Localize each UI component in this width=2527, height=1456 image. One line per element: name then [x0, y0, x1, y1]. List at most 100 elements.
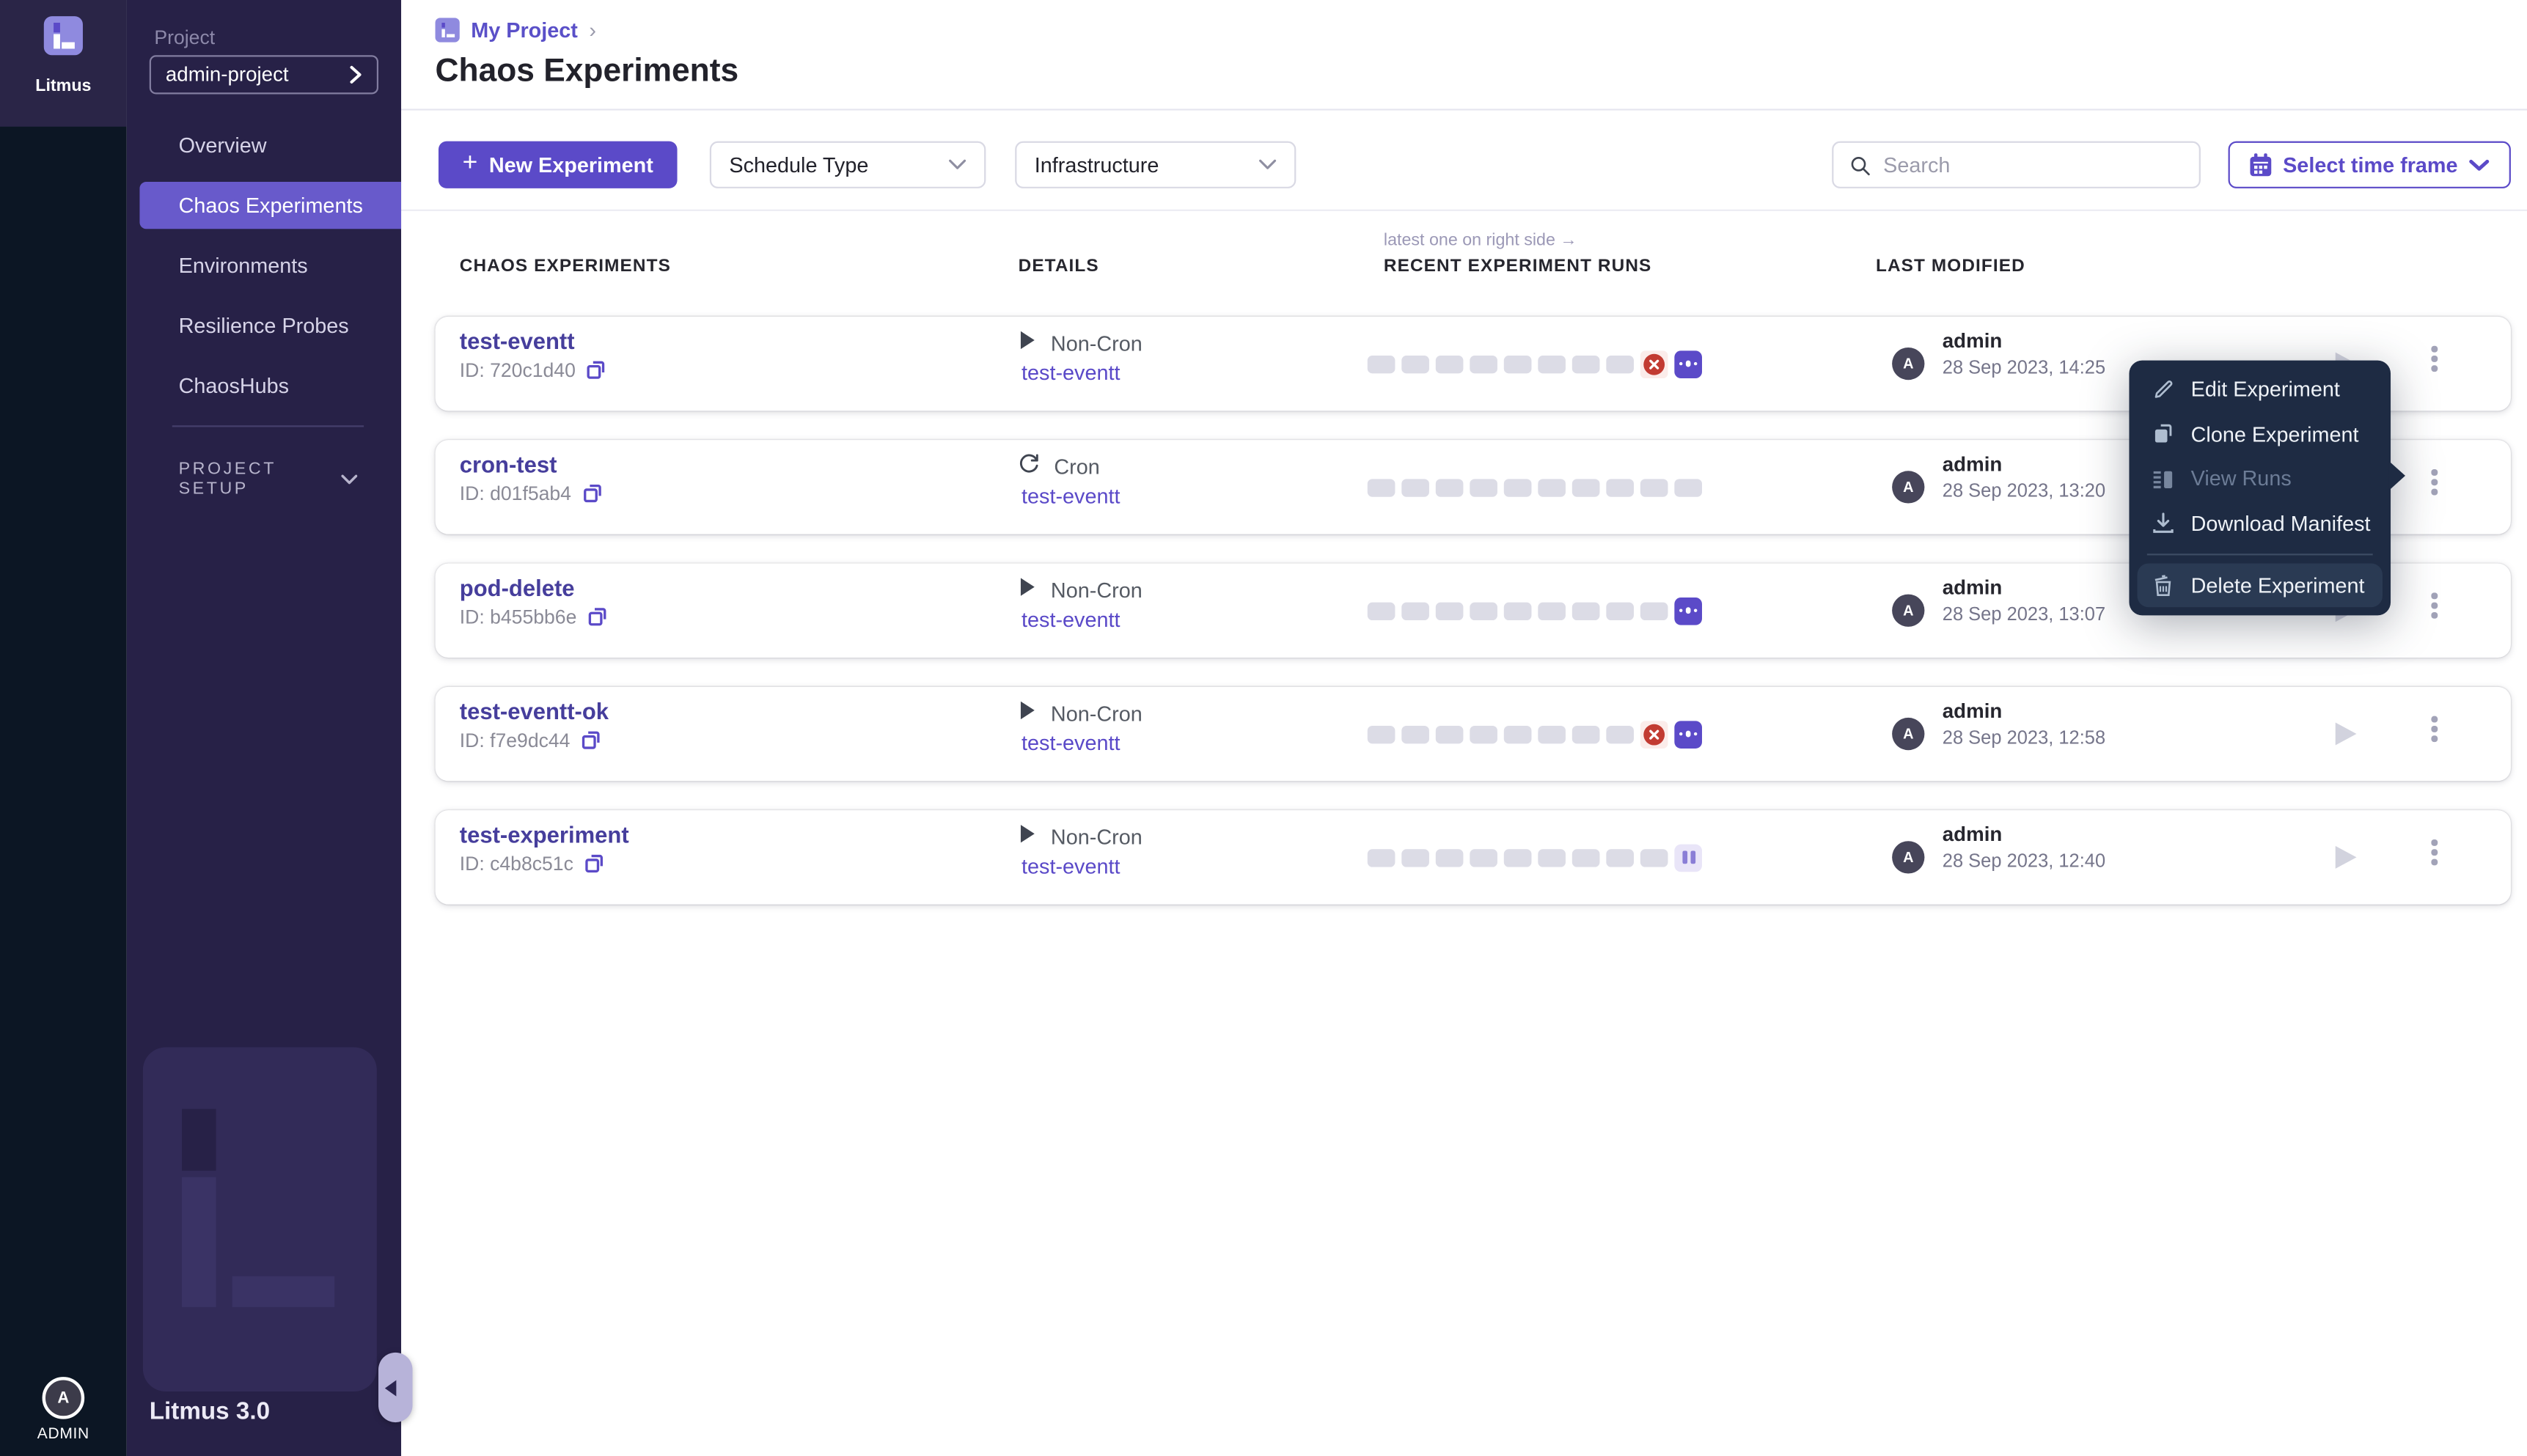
project-select[interactable]: admin-project — [149, 55, 379, 95]
run-empty — [1571, 354, 1600, 373]
runs-icon — [2150, 467, 2174, 490]
new-experiment-button[interactable]: + New Experiment — [438, 141, 678, 188]
infrastructure-link[interactable]: test-eventt — [1022, 483, 1121, 509]
run-empty — [1538, 848, 1566, 867]
run-empty — [1435, 354, 1464, 373]
infrastructure-select[interactable]: Infrastructure — [1015, 141, 1296, 188]
row-context-menu: Edit Experiment Clone Experiment View Ru… — [2129, 360, 2405, 616]
play-icon — [1019, 823, 1036, 849]
experiment-name[interactable]: test-eventt-ok — [459, 698, 609, 724]
user-label: ADMIN — [37, 1425, 89, 1444]
menu-item-clone-experiment[interactable]: Clone Experiment — [2129, 411, 2391, 456]
run-empty — [1640, 601, 1668, 619]
menu-item-download-manifest[interactable]: Download Manifest — [2129, 501, 2391, 545]
copy-icon[interactable] — [582, 484, 602, 504]
chevron-down-icon — [340, 474, 357, 484]
modified-date: 28 Sep 2023, 12:58 — [1942, 729, 2106, 749]
modified-by: admin — [1942, 329, 2003, 353]
breadcrumb-link[interactable]: My Project — [471, 18, 578, 43]
experiment-name[interactable]: pod-delete — [459, 575, 575, 601]
experiment-name[interactable]: cron-test — [459, 451, 557, 478]
run-empty — [1435, 724, 1464, 743]
run-empty — [1538, 601, 1566, 619]
user-avatar[interactable]: A — [42, 1377, 85, 1419]
experiment-name[interactable]: test-experiment — [459, 821, 629, 848]
run-empty — [1503, 601, 1532, 619]
column-header-runs: RECENT EXPERIMENT RUNS — [1383, 256, 1652, 276]
run-empty — [1401, 478, 1429, 496]
litmus-watermark — [142, 1047, 377, 1391]
modified-by: admin — [1942, 699, 2003, 723]
sidebar-item-chaoshubs[interactable]: ChaosHubs — [178, 373, 290, 398]
schedule-type-select[interactable]: Schedule Type — [709, 141, 986, 188]
menu-item-edit-experiment[interactable]: Edit Experiment — [2129, 367, 2391, 412]
experiment-name[interactable]: test-eventt — [459, 328, 575, 354]
page-title: Chaos Experiments — [435, 54, 739, 89]
run-empty — [1640, 478, 1668, 496]
copy-icon[interactable] — [584, 854, 604, 874]
play-icon — [1019, 576, 1036, 602]
row-menu-button[interactable] — [2428, 466, 2440, 498]
run-running[interactable] — [1674, 350, 1703, 378]
time-frame-button[interactable]: Select time frame — [2228, 141, 2511, 188]
recent-runs-strip — [1367, 810, 1703, 904]
experiment-id: ID: d01f5ab4 — [460, 482, 602, 505]
run-empty — [1401, 724, 1429, 743]
breadcrumb: My Project › — [435, 18, 597, 43]
schedule-type: Non-Cron — [1019, 330, 1143, 356]
run-paused[interactable] — [1674, 843, 1703, 872]
collapse-left-icon — [384, 1379, 397, 1396]
run-running[interactable] — [1674, 596, 1703, 625]
search-input[interactable] — [1883, 152, 2183, 177]
column-header-details: DETAILS — [1018, 256, 1099, 276]
infrastructure-link[interactable]: test-eventt — [1022, 360, 1121, 385]
row-menu-button[interactable] — [2428, 837, 2440, 868]
infrastructure-link[interactable]: test-eventt — [1022, 607, 1121, 632]
sidebar-item-resilience-probes[interactable]: Resilience Probes — [178, 313, 349, 338]
run-empty — [1401, 848, 1429, 867]
recent-runs-strip — [1367, 440, 1703, 534]
breadcrumb-chevron: › — [589, 18, 597, 43]
run-experiment-button[interactable] — [2332, 719, 2361, 749]
project-select-value: admin-project — [165, 63, 289, 87]
run-empty — [1538, 724, 1566, 743]
run-experiment-button[interactable] — [2332, 842, 2361, 872]
schedule-type: Non-Cron — [1019, 823, 1143, 849]
run-empty — [1367, 848, 1395, 867]
experiment-id: ID: b455bb6e — [460, 606, 608, 628]
experiment-id: ID: 720c1d40 — [460, 359, 606, 381]
modified-date: 28 Sep 2023, 13:20 — [1942, 482, 2106, 502]
row-menu-button[interactable] — [2428, 342, 2440, 374]
infrastructure-link[interactable]: test-eventt — [1022, 853, 1121, 879]
row-menu-button[interactable] — [2428, 589, 2440, 621]
run-empty — [1435, 478, 1464, 496]
run-empty — [1606, 601, 1634, 619]
brand-tile[interactable]: Litmus — [0, 0, 127, 127]
sidebar-collapse-button[interactable] — [378, 1352, 413, 1423]
run-empty — [1606, 478, 1634, 496]
infrastructure-link[interactable]: test-eventt — [1022, 730, 1121, 755]
run-empty — [1435, 601, 1464, 619]
menu-item-delete-experiment[interactable]: Delete Experiment — [2137, 563, 2383, 608]
run-empty — [1571, 848, 1600, 867]
pencil-icon — [2150, 378, 2174, 400]
run-running[interactable] — [1674, 720, 1703, 748]
row-menu-button[interactable] — [2428, 713, 2440, 744]
runs-hint: latest one on right side → — [1383, 230, 1577, 251]
user-section[interactable]: A ADMIN — [0, 1377, 127, 1444]
menu-item-view-runs[interactable]: View Runs — [2129, 456, 2391, 501]
copy-icon[interactable] — [588, 607, 608, 627]
project-setup-toggle[interactable]: PROJECT SETUP — [179, 460, 358, 499]
run-empty — [1503, 848, 1532, 867]
sidebar-item-environments[interactable]: Environments — [178, 253, 308, 278]
run-empty — [1640, 848, 1668, 867]
avatar: A — [1892, 841, 1925, 874]
run-failed[interactable] — [1640, 350, 1668, 378]
sidebar-item-chaos-experiments[interactable]: Chaos Experiments — [127, 175, 402, 235]
copy-icon[interactable] — [582, 731, 601, 751]
run-empty — [1470, 601, 1497, 619]
run-failed[interactable] — [1640, 720, 1668, 748]
download-icon — [2150, 512, 2174, 534]
sidebar-item-overview[interactable]: Overview — [178, 133, 267, 158]
copy-icon[interactable] — [587, 361, 606, 380]
